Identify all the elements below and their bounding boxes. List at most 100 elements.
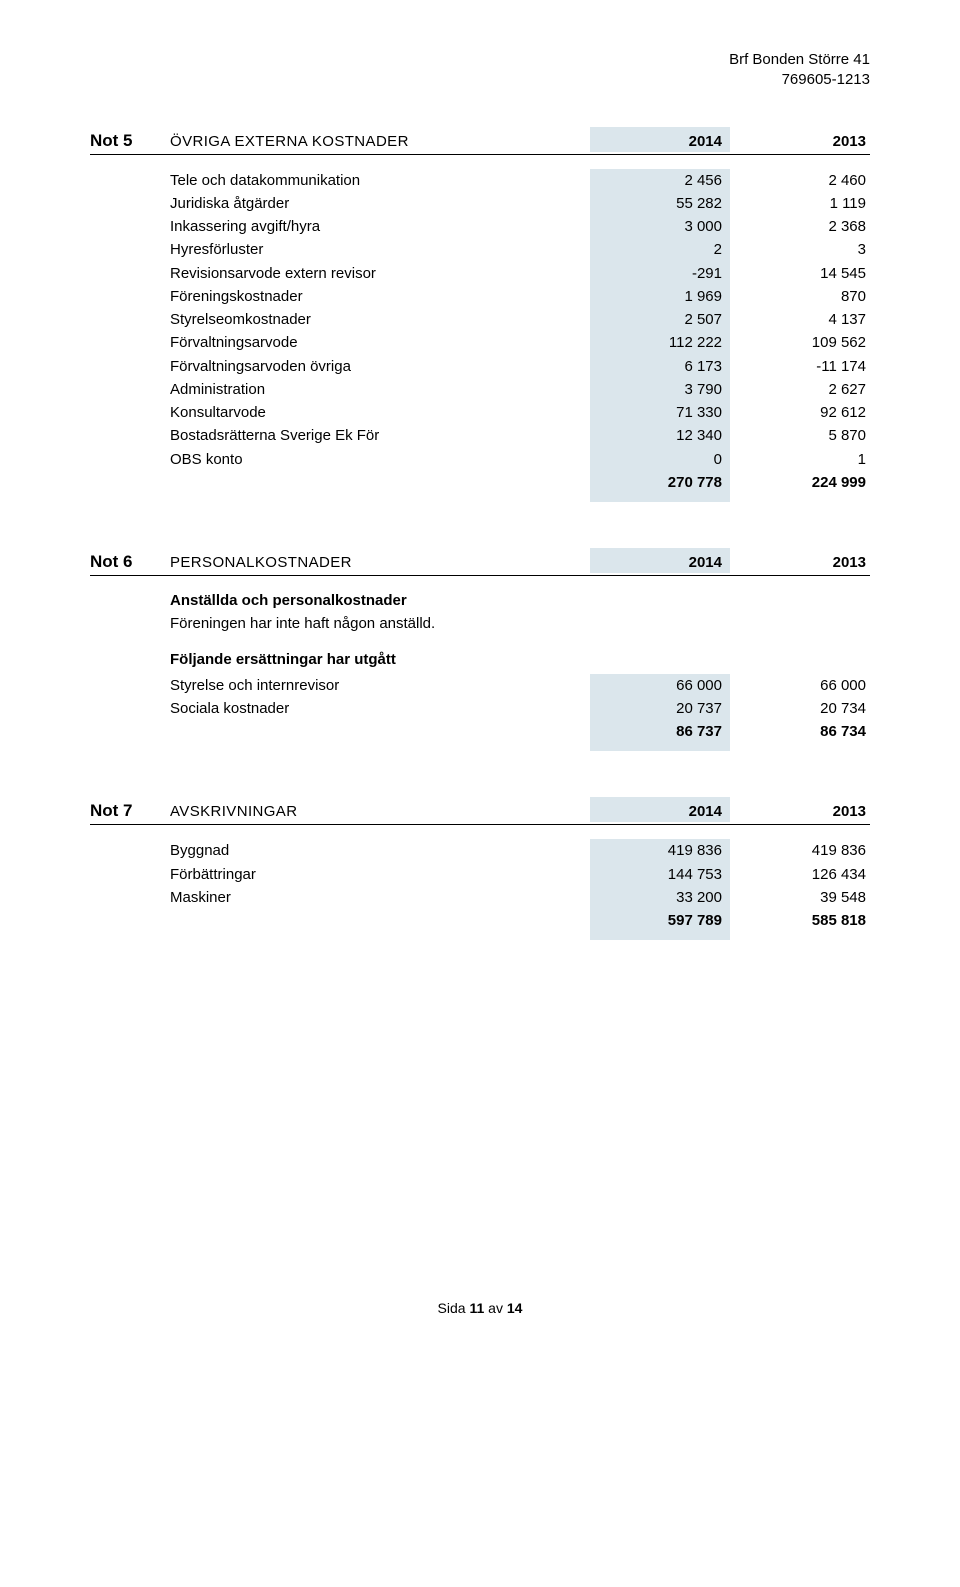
note-6-header: Not 6 PERSONALKOSTNADER 2014 2013: [90, 552, 870, 576]
row-value-year2: 1: [730, 448, 870, 471]
row-label: Sociala kostnader: [170, 697, 590, 720]
table-total-row: 597 789585 818: [170, 909, 870, 940]
row-value-year2: 126 434: [730, 863, 870, 886]
page-footer: Sida 11 av 14: [90, 1300, 870, 1316]
row-value-year2: 4 137: [730, 308, 870, 331]
table-row: Juridiska åtgärder55 2821 119: [170, 192, 870, 215]
total-value-year2: 224 999: [730, 471, 870, 494]
row-value-year1: 3 790: [590, 378, 730, 401]
note-7-year1: 2014: [590, 797, 730, 822]
row-value-year2: 2 368: [730, 215, 870, 238]
row-value-year2: 92 612: [730, 401, 870, 424]
row-value-year1: -291: [590, 262, 730, 285]
row-value-year2: 2 627: [730, 378, 870, 401]
table-row: Sociala kostnader20 73720 734: [170, 697, 870, 720]
total-value-year1: 270 778: [590, 471, 730, 502]
row-value-year1: 66 000: [590, 674, 730, 697]
table-row: OBS konto01: [170, 448, 870, 471]
row-value-year1: 20 737: [590, 697, 730, 720]
row-value-year2: 39 548: [730, 886, 870, 909]
row-value-year2: 2 460: [730, 169, 870, 192]
row-label: Tele och datakommunikation: [170, 169, 590, 192]
row-value-year1: 419 836: [590, 839, 730, 862]
table-row: Styrelse och internrevisor66 00066 000: [170, 674, 870, 697]
row-value-year2: 419 836: [730, 839, 870, 862]
row-label: Styrelse och internrevisor: [170, 674, 590, 697]
note-7-number: Not 7: [90, 801, 170, 821]
row-value-year1: 2 456: [590, 169, 730, 192]
note-6-sub1-text: Föreningen har inte haft någon anställd.: [90, 613, 870, 636]
row-label: Styrelseomkostnader: [170, 308, 590, 331]
row-value-year1: 55 282: [590, 192, 730, 215]
row-value-year2: 20 734: [730, 697, 870, 720]
note-7-year2: 2013: [730, 803, 870, 820]
row-value-year2: 5 870: [730, 424, 870, 447]
row-label: Administration: [170, 378, 590, 401]
table-row: Revisionsarvode extern revisor-29114 545: [170, 262, 870, 285]
note-7-header: Not 7 AVSKRIVNINGAR 2014 2013: [90, 801, 870, 825]
note-6-year1: 2014: [590, 548, 730, 573]
row-value-year1: 2 507: [590, 308, 730, 331]
total-value-year2: 86 734: [730, 720, 870, 743]
row-value-year1: 144 753: [590, 863, 730, 886]
row-label: Byggnad: [170, 839, 590, 862]
row-label: Förvaltningsarvode: [170, 331, 590, 354]
note-5-title: ÖVRIGA EXTERNA KOSTNADER: [170, 133, 590, 150]
note-5-block: Not 5 ÖVRIGA EXTERNA KOSTNADER 2014 2013…: [90, 131, 870, 503]
row-label: Inkassering avgift/hyra: [170, 215, 590, 238]
row-value-year2: 870: [730, 285, 870, 308]
row-value-year1: 3 000: [590, 215, 730, 238]
note-6-year2: 2013: [730, 554, 870, 571]
note-6-block: Not 6 PERSONALKOSTNADER 2014 2013 Anstäl…: [90, 552, 870, 751]
note-7-block: Not 7 AVSKRIVNINGAR 2014 2013 Byggnad419…: [90, 801, 870, 940]
row-label: Konsultarvode: [170, 401, 590, 424]
note-5-number: Not 5: [90, 131, 170, 151]
table-row: Förvaltningsarvode112 222109 562: [170, 331, 870, 354]
table-row: Administration3 7902 627: [170, 378, 870, 401]
table-row: Tele och datakommunikation2 4562 460: [170, 169, 870, 192]
table-row: Föreningskostnader1 969870: [170, 285, 870, 308]
note-6-title: PERSONALKOSTNADER: [170, 554, 590, 571]
table-row: Förbättringar144 753126 434: [170, 863, 870, 886]
table-total-row: 270 778224 999: [170, 471, 870, 502]
row-value-year1: 0: [590, 448, 730, 471]
org-name: Brf Bonden Större 41: [90, 50, 870, 70]
footer-prefix: Sida: [438, 1300, 470, 1316]
note-5-year2: 2013: [730, 133, 870, 150]
table-row: Bostadsrätterna Sverige Ek För12 3405 87…: [170, 424, 870, 447]
footer-page: 11: [469, 1300, 484, 1316]
row-label: Hyresförluster: [170, 238, 590, 261]
footer-middle: av: [484, 1300, 507, 1316]
note-5-rows: Tele och datakommunikation2 4562 460Juri…: [90, 169, 870, 503]
row-label: Revisionsarvode extern revisor: [170, 262, 590, 285]
total-value-year1: 597 789: [590, 909, 730, 940]
note-7-title: AVSKRIVNINGAR: [170, 803, 590, 820]
row-value-year1: 12 340: [590, 424, 730, 447]
row-value-year1: 2: [590, 238, 730, 261]
note-6-sub1-head: Anställda och personalkostnader: [90, 590, 870, 613]
row-value-year2: 109 562: [730, 331, 870, 354]
table-row: Förvaltningsarvoden övriga6 173-11 174: [170, 355, 870, 378]
table-row: Konsultarvode71 33092 612: [170, 401, 870, 424]
row-value-year2: 1 119: [730, 192, 870, 215]
row-value-year2: 14 545: [730, 262, 870, 285]
note-5-year1: 2014: [590, 127, 730, 152]
table-row: Inkassering avgift/hyra3 0002 368: [170, 215, 870, 238]
table-total-row: 86 73786 734: [170, 720, 870, 751]
row-value-year2: -11 174: [730, 355, 870, 378]
document-header: Brf Bonden Större 41 769605-1213: [90, 50, 870, 91]
note-5-header: Not 5 ÖVRIGA EXTERNA KOSTNADER 2014 2013: [90, 131, 870, 155]
row-value-year1: 71 330: [590, 401, 730, 424]
table-row: Maskiner33 20039 548: [170, 886, 870, 909]
table-row: Hyresförluster23: [170, 238, 870, 261]
row-value-year1: 1 969: [590, 285, 730, 308]
row-value-year1: 6 173: [590, 355, 730, 378]
note-7-rows: Byggnad419 836419 836Förbättringar144 75…: [90, 839, 870, 940]
row-value-year2: 3: [730, 238, 870, 261]
total-value-year1: 86 737: [590, 720, 730, 751]
row-label: Bostadsrätterna Sverige Ek För: [170, 424, 590, 447]
table-row: Styrelseomkostnader2 5074 137: [170, 308, 870, 331]
row-value-year1: 33 200: [590, 886, 730, 909]
row-value-year1: 112 222: [590, 331, 730, 354]
row-label: Juridiska åtgärder: [170, 192, 590, 215]
